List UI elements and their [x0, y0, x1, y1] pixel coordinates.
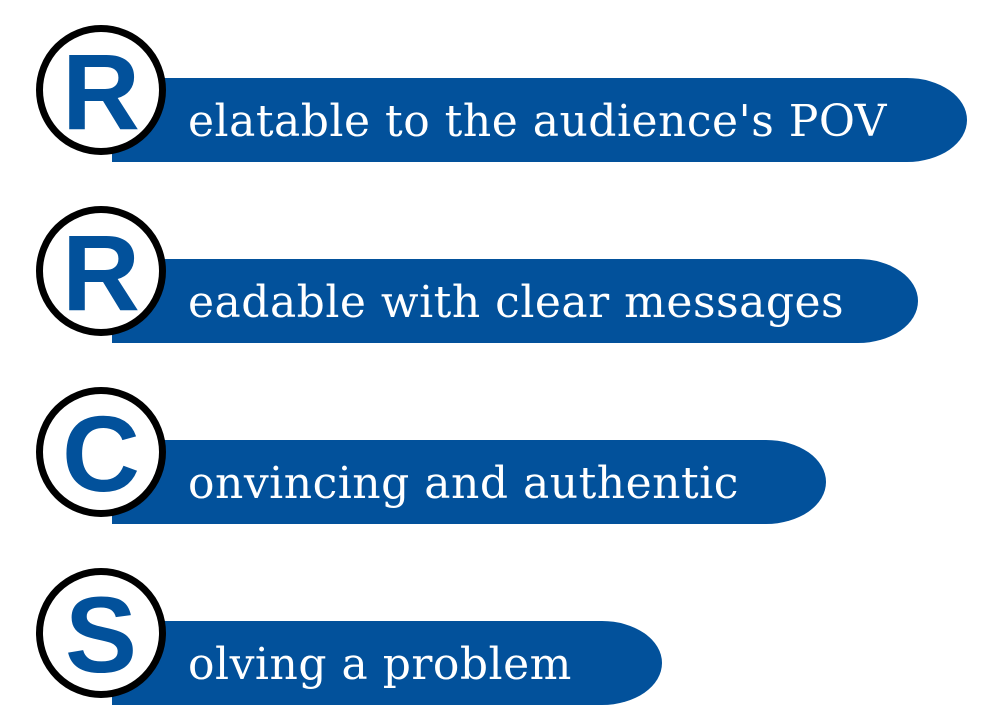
- item-row-1: elatable to the audience's POV R: [0, 0, 1000, 162]
- letter-badge-4: S: [36, 568, 166, 698]
- item-bar-3: onvincing and authentic: [112, 440, 826, 524]
- letter-4: S: [64, 574, 138, 695]
- item-text-3: onvincing and authentic: [188, 458, 739, 509]
- letter-1: R: [62, 31, 140, 152]
- item-text-2: eadable with clear messages: [188, 277, 845, 328]
- letter-badge-3: C: [36, 387, 166, 517]
- letter-3: C: [62, 393, 140, 514]
- item-row-2: eadable with clear messages R: [0, 0, 1000, 343]
- item-row-3: onvincing and authentic C: [0, 0, 1000, 524]
- item-text-1: elatable to the audience's POV: [188, 96, 887, 147]
- item-row-4: olving a problem S: [0, 0, 1000, 705]
- letter-badge-1: R: [36, 25, 166, 155]
- item-text-4: olving a problem: [188, 639, 572, 690]
- item-bar-1: elatable to the audience's POV: [112, 78, 967, 162]
- letter-2: R: [62, 212, 140, 333]
- item-bar-4: olving a problem: [112, 621, 662, 705]
- item-bar-2: eadable with clear messages: [112, 259, 918, 343]
- letter-badge-2: R: [36, 206, 166, 336]
